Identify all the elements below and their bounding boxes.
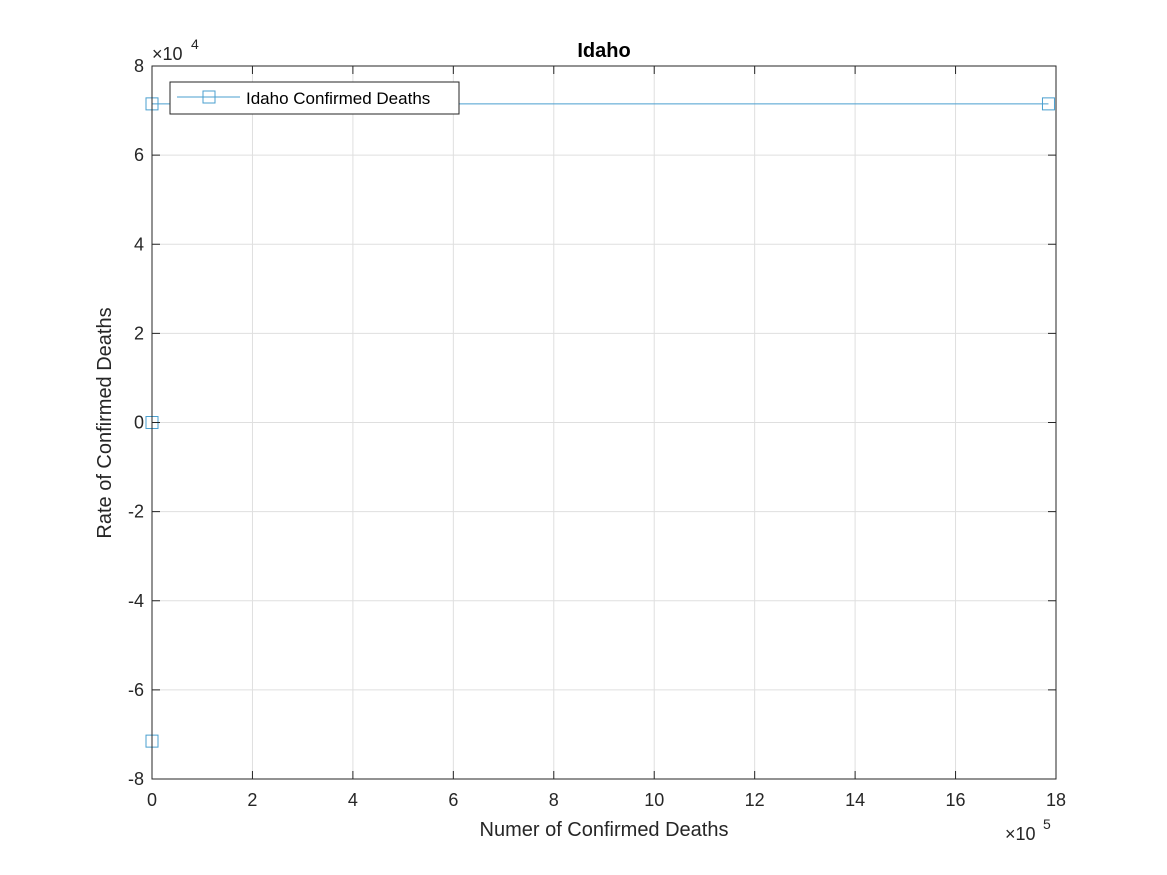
y-exponent-power: 4 <box>191 36 199 52</box>
x-tick-label: 18 <box>1046 790 1066 810</box>
y-tick-label: 6 <box>134 145 144 165</box>
y-ticks: -8 -6 -4 -2 0 2 4 6 8 <box>128 56 1056 789</box>
y-tick-label: -2 <box>128 502 144 522</box>
x-axis-label: Numer of Confirmed Deaths <box>480 819 729 841</box>
legend-entry-label: Idaho Confirmed Deaths <box>246 89 430 108</box>
x-exponent: ×10 5 <box>1005 816 1051 844</box>
y-tick-label: 8 <box>134 56 144 76</box>
x-tick-label: 14 <box>845 790 865 810</box>
y-exponent: ×10 4 <box>152 36 199 64</box>
x-exponent-base: ×10 <box>1005 824 1036 844</box>
y-tick-label: -6 <box>128 680 144 700</box>
legend-square-marker-icon <box>202 90 216 104</box>
x-tick-label: 6 <box>448 790 458 810</box>
plot-area: 0 2 4 6 8 10 12 14 16 18 -8 -6 -4 -2 0 2 4 6 8 <box>128 56 1066 810</box>
y-tick-label: 0 <box>134 413 144 433</box>
y-tick-label: -4 <box>128 591 144 611</box>
y-tick-label: 4 <box>134 234 144 254</box>
y-tick-label: -8 <box>128 769 144 789</box>
y-axis-label: Rate of Confirmed Deaths <box>94 307 116 538</box>
x-tick-label: 8 <box>549 790 559 810</box>
x-tick-label: 0 <box>147 790 157 810</box>
y-tick-label: 2 <box>134 323 144 343</box>
x-tick-label: 12 <box>745 790 765 810</box>
legend-box <box>169 81 460 115</box>
data-point-marker <box>1041 97 1055 111</box>
legend: Idaho Confirmed Deaths <box>169 81 460 115</box>
x-tick-label: 16 <box>946 790 966 810</box>
x-ticks: 0 2 4 6 8 10 12 14 16 18 <box>147 66 1066 810</box>
x-tick-label: 4 <box>348 790 358 810</box>
x-tick-label: 10 <box>644 790 664 810</box>
y-exponent-base: ×10 <box>152 44 183 64</box>
x-exponent-power: 5 <box>1043 816 1051 832</box>
chart-title: Idaho <box>577 40 630 62</box>
x-tick-label: 2 <box>247 790 257 810</box>
